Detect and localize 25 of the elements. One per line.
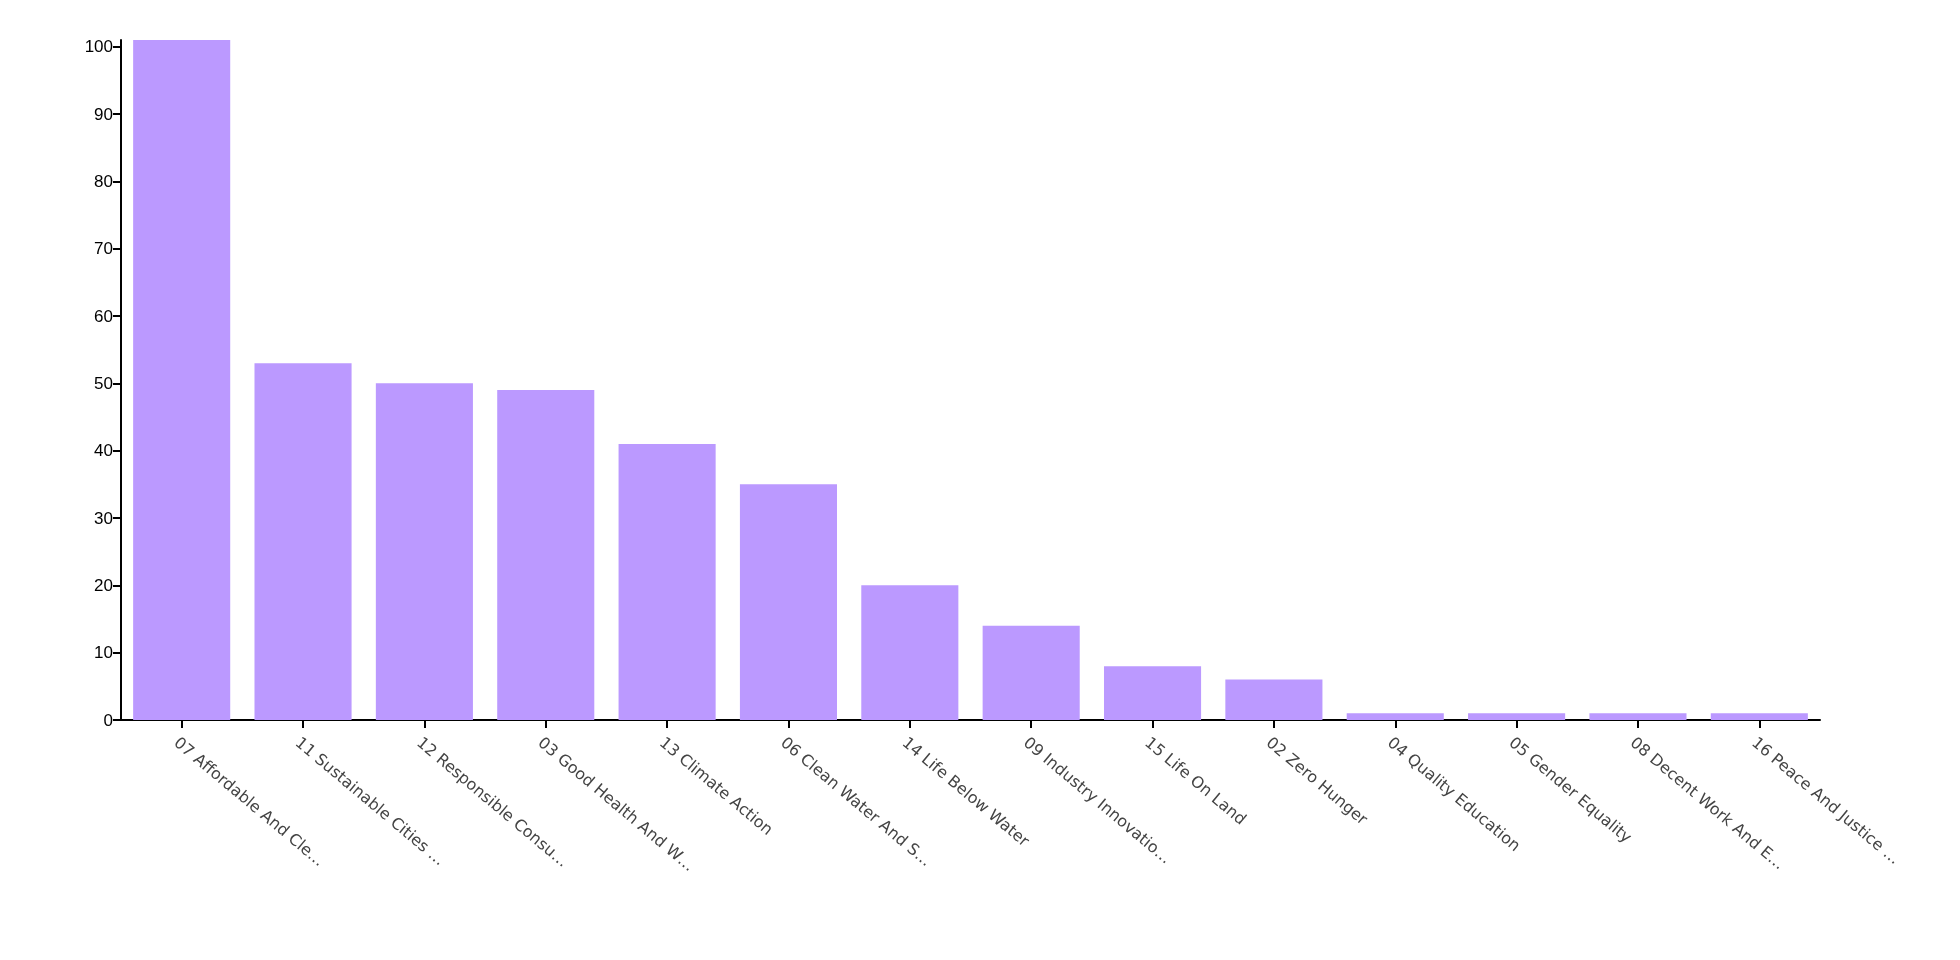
bar: [982, 625, 1080, 720]
bar: [1103, 666, 1202, 720]
bar: [375, 383, 473, 720]
bar: [133, 40, 231, 720]
y-tick-label: 70: [94, 239, 113, 259]
y-tick-label: 20: [94, 575, 113, 595]
y-tick-label: 90: [94, 104, 113, 124]
bar: [861, 585, 959, 720]
y-tick-label: 60: [94, 306, 113, 326]
bar: [254, 363, 352, 720]
y-tick-label: 80: [94, 171, 113, 191]
bar: [497, 390, 595, 720]
y-tick-label: 100: [84, 37, 113, 57]
bar: [1468, 713, 1566, 720]
y-tick-label: 10: [94, 643, 113, 663]
y-tick-label: 50: [94, 373, 113, 393]
bar: [1710, 713, 1808, 720]
y-tick-label: 0: [103, 710, 113, 730]
bar: [739, 484, 838, 720]
bar: [1346, 713, 1444, 720]
bar: [1225, 679, 1323, 720]
bar: [1589, 713, 1687, 720]
bar: [618, 443, 716, 720]
y-tick-label: 30: [94, 508, 113, 528]
y-tick-label: 40: [94, 441, 113, 461]
